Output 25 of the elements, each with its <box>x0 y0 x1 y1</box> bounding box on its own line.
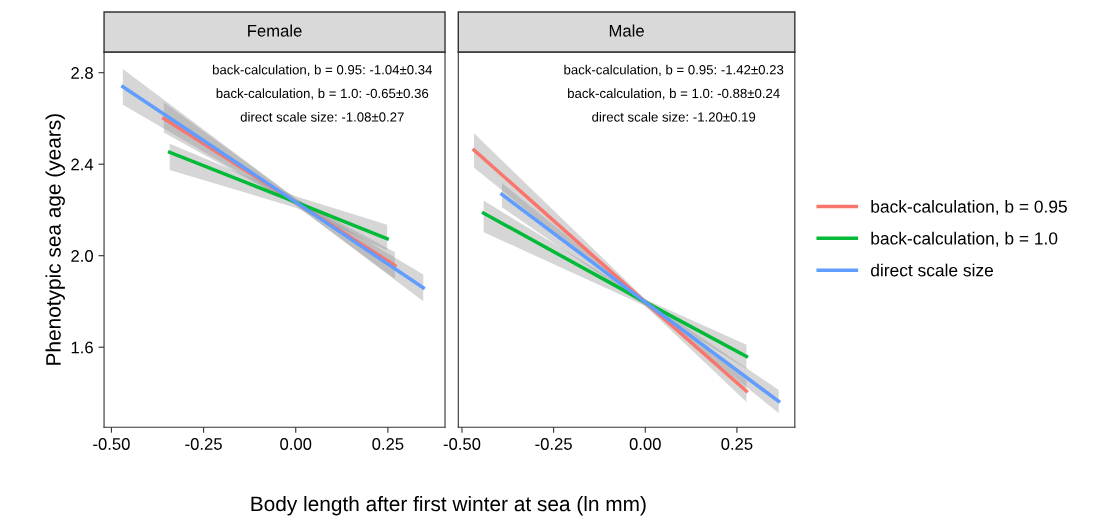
chart-title: Male <box>609 24 644 37</box>
x-tick-label: 0.25 <box>721 438 753 450</box>
x-tick-label: 0.00 <box>629 438 661 450</box>
x-tick-label: -0.50 <box>443 438 481 450</box>
x-tick-label: -0.50 <box>93 438 130 450</box>
y-tick-label: 2.4 <box>71 158 94 171</box>
annotation: direct scale size: -1.08±0.27 <box>240 111 404 122</box>
y-axis-title: Phenotypic sea age (years) <box>45 114 65 365</box>
annotation: back-calculation, b = 0.95: -1.04±0.34 <box>212 64 433 76</box>
x-tick-label: -0.25 <box>535 438 572 450</box>
y-tick-label: 2.0 <box>71 250 93 262</box>
annotation: back-calculation, b = 1.0: -0.88±0.24 <box>568 88 780 100</box>
x-tick-label: -0.25 <box>185 438 222 450</box>
annotation: back-calculation, b = 0.95: -1.42±0.23 <box>564 64 784 76</box>
chart-title: Female <box>248 24 302 37</box>
annotation: direct scale size: -1.20±0.19 <box>592 111 756 122</box>
legend-label: back-calculation, b = 0.95 <box>871 200 1067 215</box>
legend-label: back-calculation, b = 1.0 <box>871 231 1058 247</box>
x-axis-title: Body length after first winter at sea (ln mm) <box>251 495 646 516</box>
x-tick-label: 0.00 <box>280 438 312 450</box>
x-tick-label: 0.25 <box>372 438 404 450</box>
y-tick-label: 2.8 <box>71 67 93 79</box>
annotation: back-calculation, b = 1.0: -0.65±0.36 <box>216 88 429 100</box>
legend-label: direct scale size <box>871 263 994 277</box>
y-tick-label: 1.6 <box>71 341 93 354</box>
